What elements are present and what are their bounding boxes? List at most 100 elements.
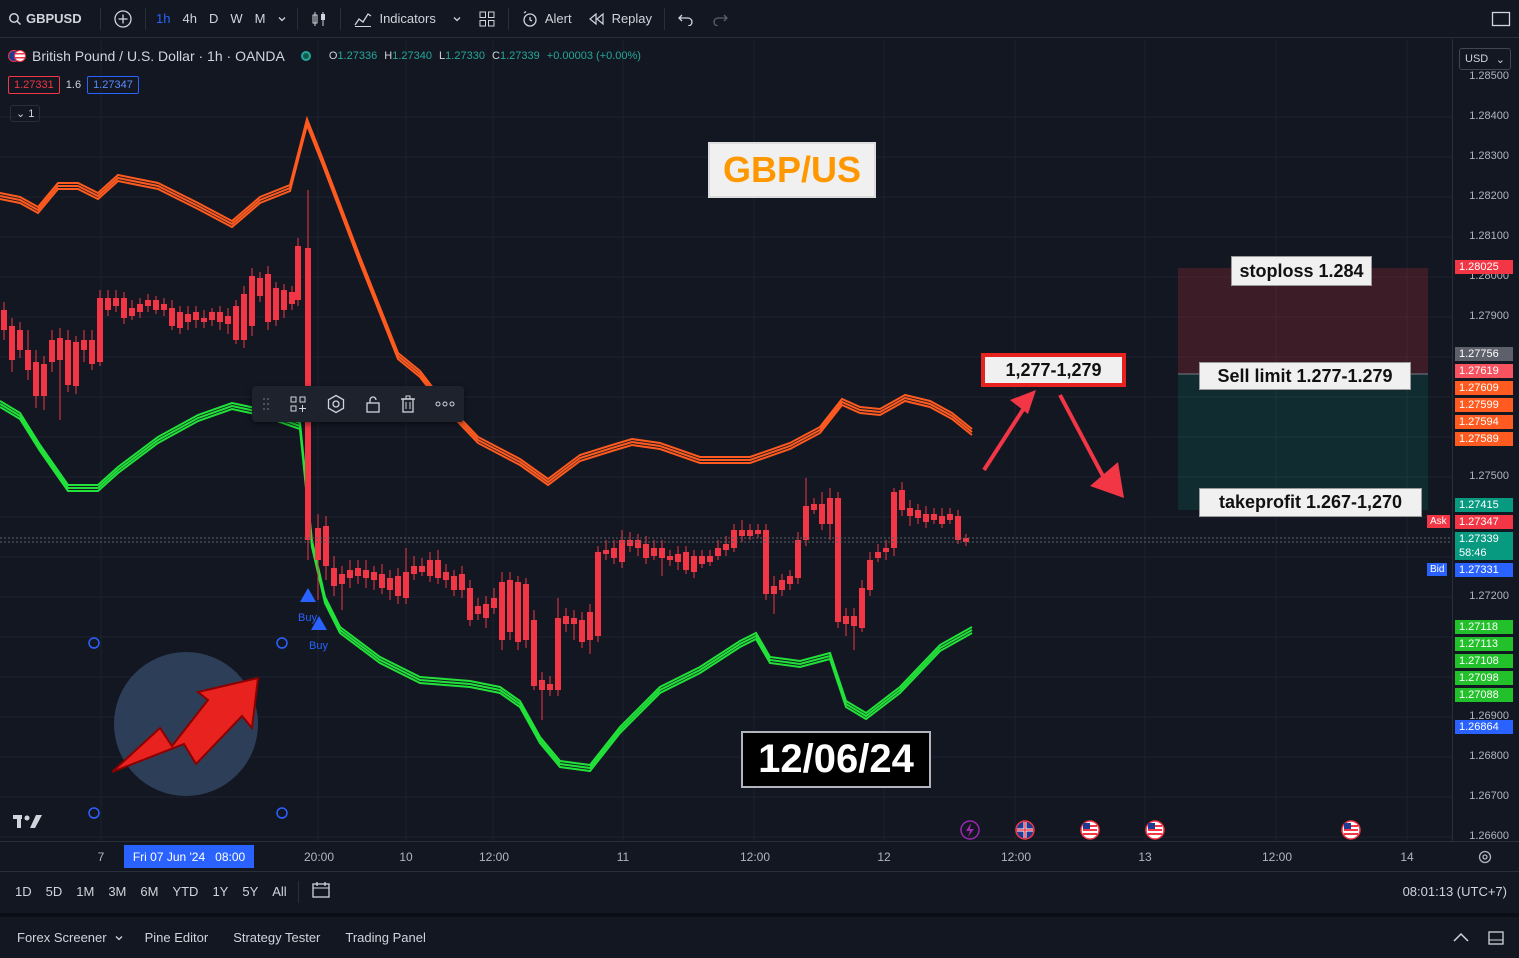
interval-dropdown[interactable]: [271, 0, 293, 38]
legend-collapse-button[interactable]: ⌄ 1: [10, 105, 41, 122]
candle: [145, 294, 151, 312]
price-tag: 1.26864: [1455, 720, 1513, 734]
fullscreen-button[interactable]: [1483, 0, 1519, 38]
range-5y[interactable]: 5Y: [242, 884, 259, 899]
tab-trading-panel[interactable]: Trading Panel: [345, 930, 426, 945]
buy-button[interactable]: 1.27347: [87, 76, 139, 94]
candle: [153, 296, 159, 314]
unlock-icon[interactable]: [365, 395, 381, 413]
range-1d[interactable]: 1D: [15, 884, 32, 899]
timezone-clock[interactable]: 08:01:13 (UTC+7): [1402, 884, 1507, 899]
buy-signal-marker[interactable]: [300, 588, 316, 602]
low-label: L: [439, 50, 446, 62]
sell-button[interactable]: 1.27331: [8, 76, 60, 94]
range-ytd[interactable]: YTD: [172, 884, 199, 899]
selection-handle[interactable]: [276, 807, 288, 819]
currency-select[interactable]: USD ⌄: [1459, 48, 1511, 70]
divider: [100, 7, 101, 30]
interval-w[interactable]: W: [230, 11, 243, 26]
candle: [233, 300, 239, 344]
candle: [241, 286, 247, 348]
candle: [827, 488, 833, 540]
indicators-button[interactable]: Indicators: [345, 0, 443, 38]
chevron-down-icon[interactable]: [114, 933, 124, 943]
redo-button[interactable]: [703, 0, 737, 38]
band-line: [0, 400, 973, 767]
band-line: [0, 115, 973, 481]
price-axis[interactable]: USD ⌄ 1.28500 1.28400 1.28300 1.28200 1.2810…: [1427, 39, 1519, 842]
price-tag: 1.27594: [1455, 415, 1513, 429]
chart-canvas: [0, 39, 1452, 841]
candle: [355, 560, 361, 584]
candle: [435, 550, 441, 584]
symbol-title[interactable]: British Pound / U.S. Dollar · 1h · OANDA: [32, 48, 285, 64]
candle: [265, 266, 271, 330]
interval-4h[interactable]: 4h: [182, 11, 197, 26]
compare-button[interactable]: [105, 0, 141, 38]
selection-handle[interactable]: [276, 637, 288, 649]
bottom-panel: Forex Screener Pine Editor Strategy Test…: [0, 913, 1519, 958]
candle: [819, 492, 825, 530]
replay-button[interactable]: Replay: [580, 0, 660, 38]
symbol-search-button[interactable]: GBPUSD: [0, 0, 96, 38]
us-flag-icon[interactable]: [1145, 820, 1165, 840]
candle: [619, 530, 625, 568]
sell-limit-label[interactable]: Sell limit 1.277-1.279: [1199, 362, 1411, 390]
axis-settings-button[interactable]: [1477, 849, 1493, 868]
ohlc-values: O1.27336 H1.27340 L1.27330 C1.27339 +0.0…: [329, 50, 641, 62]
event-flash-icon[interactable]: [960, 820, 980, 840]
candle: [867, 552, 873, 596]
interval-m[interactable]: M: [254, 11, 266, 26]
undo-button[interactable]: [669, 0, 703, 38]
tab-strategy-tester[interactable]: Strategy Tester: [233, 930, 321, 945]
range-5d[interactable]: 5D: [45, 884, 63, 899]
more-icon[interactable]: [435, 401, 455, 407]
range-1m[interactable]: 1M: [76, 884, 95, 899]
indicators-label: Indicators: [379, 11, 436, 26]
chevron-up-icon[interactable]: [1451, 931, 1471, 945]
range-3m[interactable]: 3M: [108, 884, 127, 899]
date-annotation[interactable]: 12/06/24: [741, 731, 931, 788]
takeprofit-zone[interactable]: [1178, 374, 1428, 510]
takeprofit-label[interactable]: takeprofit 1.267-1,270: [1199, 488, 1422, 517]
templates-icon[interactable]: [289, 395, 307, 413]
interval-d[interactable]: D: [208, 11, 219, 26]
candle: [787, 570, 793, 590]
trash-icon[interactable]: [400, 395, 416, 413]
maximize-panel-icon[interactable]: [1487, 930, 1505, 946]
candle: [579, 612, 585, 648]
buy-signal-marker[interactable]: [311, 616, 327, 630]
interval-1h[interactable]: 1h: [156, 11, 171, 26]
goto-date-button[interactable]: [311, 881, 331, 902]
indicators-dropdown[interactable]: [444, 0, 470, 38]
range-6m[interactable]: 6M: [140, 884, 159, 899]
chart-pane[interactable]: [0, 39, 1452, 841]
selection-handle[interactable]: [88, 637, 100, 649]
range-1y[interactable]: 1Y: [212, 884, 229, 899]
selection-handle[interactable]: [88, 807, 100, 819]
chart-type-button[interactable]: [302, 0, 336, 38]
entry-zone-annotation[interactable]: 1,277-1,279: [981, 353, 1126, 387]
chart-legend: British Pound / U.S. Dollar · 1h · OANDA…: [8, 48, 641, 64]
stoploss-label[interactable]: stoploss 1.284: [1231, 256, 1372, 286]
candle: [859, 580, 865, 632]
tab-forex-screener[interactable]: Forex Screener: [17, 930, 107, 945]
time-axis[interactable]: 7 20:00 10 12:00 11 12:00 12 12:00 13 12:00 14 Fri…: [0, 841, 1519, 871]
pair-annotation[interactable]: GBP/US: [708, 142, 876, 198]
candle: [9, 318, 15, 372]
settings-hex-icon[interactable]: [326, 394, 346, 414]
candle: [403, 548, 409, 604]
layouts-button[interactable]: [470, 0, 504, 38]
tab-pine-editor[interactable]: Pine Editor: [144, 930, 209, 945]
trend-logo-image[interactable]: [111, 652, 260, 796]
uk-flag-icon[interactable]: [1015, 820, 1035, 840]
us-flag-icon[interactable]: [1080, 820, 1100, 840]
us-flag-icon[interactable]: [1341, 820, 1361, 840]
drag-handle-icon[interactable]: [262, 396, 270, 412]
indicators-icon: [354, 12, 372, 27]
alert-button[interactable]: Alert: [513, 0, 580, 38]
candle: [499, 572, 505, 650]
redo-icon: [713, 14, 728, 26]
range-all[interactable]: All: [272, 884, 287, 899]
alert-label: Alert: [544, 11, 572, 26]
